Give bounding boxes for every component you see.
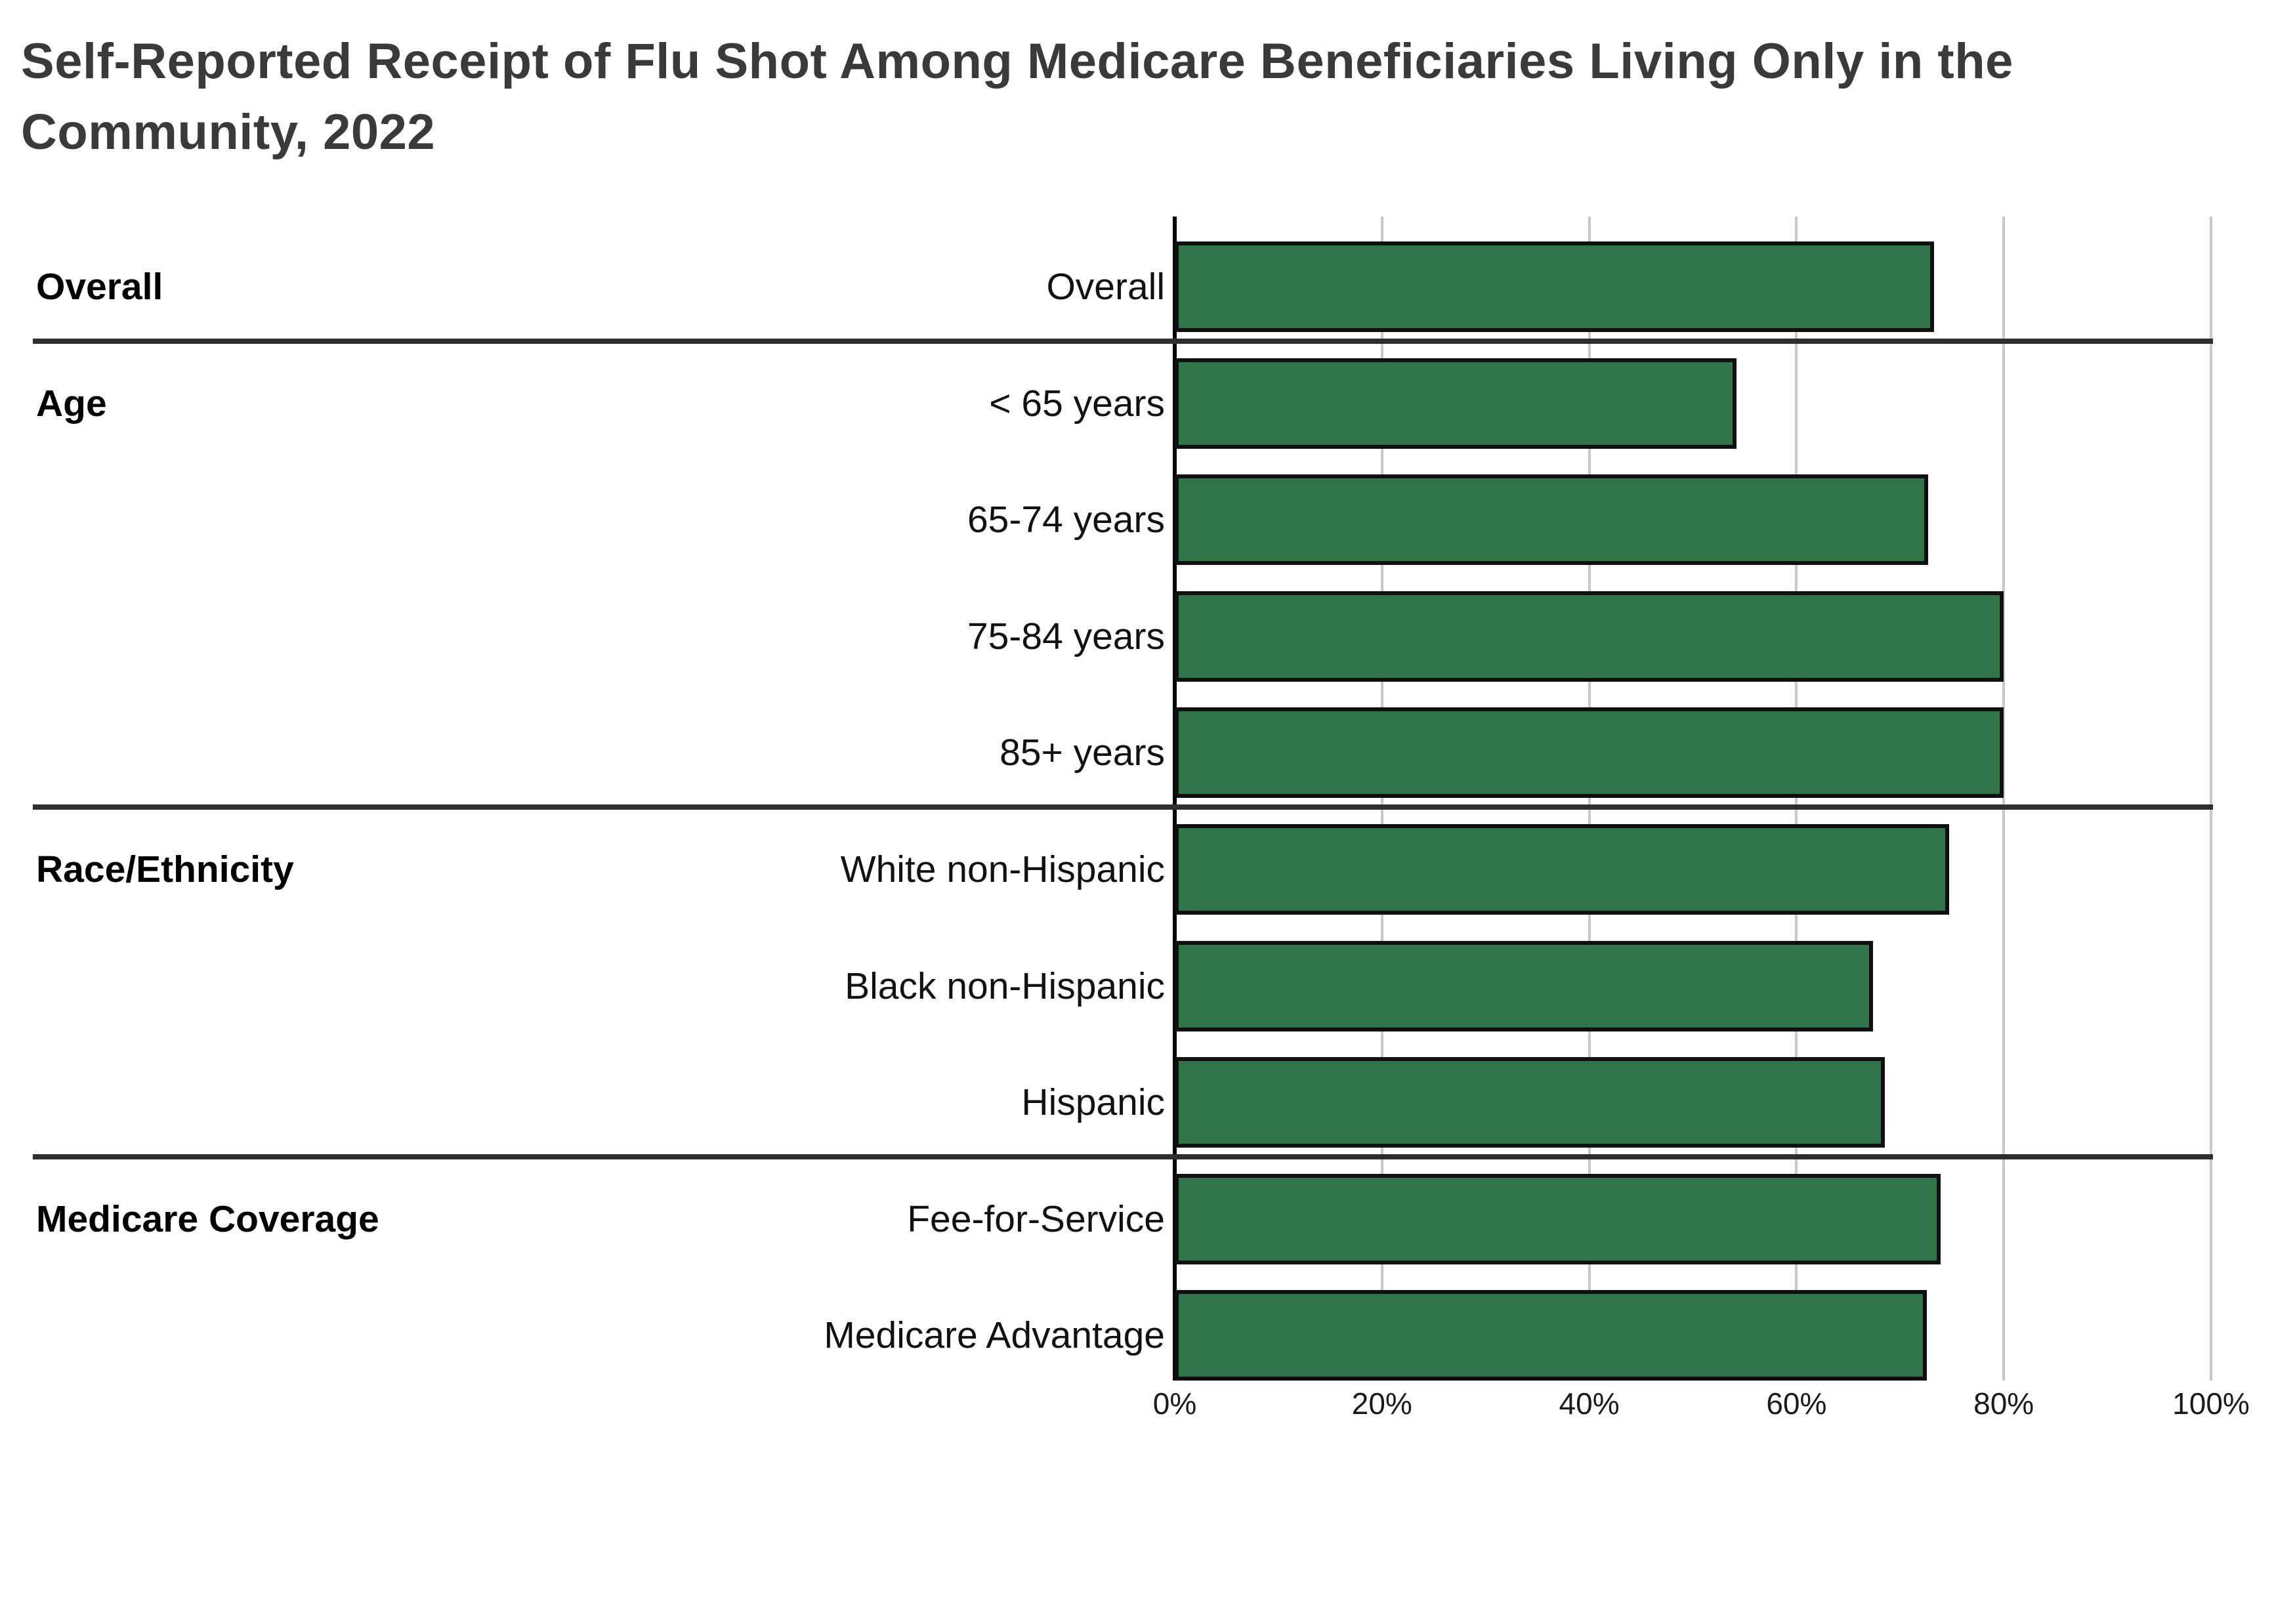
group-separator-line bbox=[33, 804, 2213, 810]
row-label: Black non-Hispanic bbox=[845, 965, 1165, 1007]
chart-title-line2: Community, 2022 bbox=[21, 104, 436, 160]
row-label: Medicare Advantage bbox=[824, 1314, 1165, 1357]
group-label: Medicare Coverage bbox=[36, 1197, 379, 1240]
x-tick-label-0: 0% bbox=[1152, 1386, 1197, 1421]
bar-hispanic bbox=[1175, 1057, 1885, 1148]
y-axis-line bbox=[1173, 217, 1177, 1381]
bar-85-years bbox=[1175, 707, 2004, 799]
group-label: Age bbox=[36, 382, 107, 425]
bar-black-non-hispanic bbox=[1175, 940, 1874, 1031]
group-separator-line bbox=[33, 1154, 2213, 1160]
chart-title: Self-Reported Receipt of Flu Shot Among … bbox=[21, 26, 2013, 168]
chart-title-line1: Self-Reported Receipt of Flu Shot Among … bbox=[21, 33, 2013, 89]
row-label: Hispanic bbox=[1021, 1081, 1165, 1124]
gridline-40 bbox=[1588, 217, 1591, 1381]
x-tick-label-100: 100% bbox=[2172, 1386, 2250, 1421]
row-label: < 65 years bbox=[989, 382, 1165, 425]
row-label: Fee-for-Service bbox=[907, 1197, 1165, 1240]
row-label: 85+ years bbox=[1000, 732, 1165, 774]
x-tick-label-20: 20% bbox=[1351, 1386, 1412, 1421]
group-separator-line bbox=[33, 339, 2213, 344]
row-label: Overall bbox=[1046, 266, 1165, 308]
bar--65-years bbox=[1175, 358, 1737, 449]
gridline-20 bbox=[1380, 217, 1383, 1381]
row-label: 65-74 years bbox=[967, 499, 1165, 541]
group-label: Overall bbox=[36, 266, 163, 308]
x-tick-label-80: 80% bbox=[1973, 1386, 2034, 1421]
x-tick-label-40: 40% bbox=[1559, 1386, 1620, 1421]
bar-medicare-advantage bbox=[1175, 1290, 1927, 1381]
bar-75-84-years bbox=[1175, 591, 2004, 682]
row-label: 75-84 years bbox=[967, 615, 1165, 657]
bar-65-74-years bbox=[1175, 474, 1928, 566]
gridline-80 bbox=[2002, 217, 2006, 1381]
bar-fee-for-service bbox=[1175, 1173, 1941, 1264]
group-label: Race/Ethnicity bbox=[36, 848, 294, 890]
bar-white-non-hispanic bbox=[1175, 824, 1949, 915]
gridline-100 bbox=[2210, 217, 2212, 1381]
row-label: White non-Hispanic bbox=[840, 848, 1165, 890]
gridline-60 bbox=[1795, 217, 1798, 1381]
x-tick-label-60: 60% bbox=[1766, 1386, 1827, 1421]
bar-overall bbox=[1175, 241, 1935, 332]
